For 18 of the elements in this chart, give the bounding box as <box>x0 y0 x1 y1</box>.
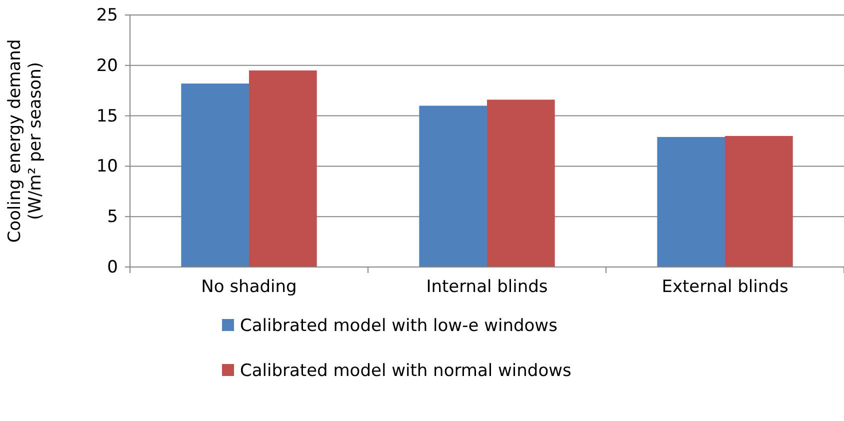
bar <box>725 136 793 267</box>
legend-label: Calibrated model with low-e windows <box>240 316 558 336</box>
x-tick-label: External blinds <box>662 277 788 298</box>
y-tick-label: 0 <box>107 257 118 278</box>
x-tick-label: No shading <box>201 277 297 298</box>
y-tick-label: 5 <box>107 207 118 228</box>
bar <box>657 136 725 267</box>
y-tick-label: 10 <box>96 156 118 177</box>
bar <box>249 70 317 267</box>
x-tick-label: Internal blinds <box>426 277 548 298</box>
legend-label: Calibrated model with normal windows <box>240 360 572 381</box>
bar <box>487 100 555 267</box>
y-tick-label: 25 <box>96 5 118 26</box>
bar <box>419 106 487 267</box>
y-tick-label: 15 <box>96 106 118 126</box>
y-tick-label: 20 <box>96 56 118 76</box>
y-axis-title: Cooling energy demand (W/m² per season) <box>5 39 46 243</box>
bar <box>181 84 249 267</box>
